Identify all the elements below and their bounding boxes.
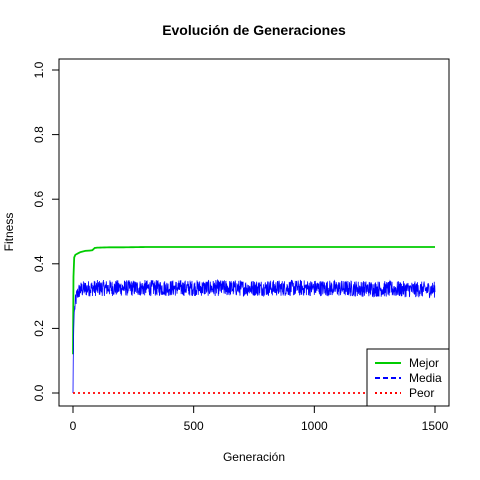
legend-label-media: Media [409,371,442,385]
x-tick-label: 0 [70,419,77,433]
chart-title: Evolución de Generaciones [162,22,346,38]
y-tick-label: 0.2 [32,320,46,337]
legend-label-mejor: Mejor [409,356,439,370]
y-tick-label: 0.4 [32,255,46,272]
x-axis-label: Generación [223,450,285,464]
x-axis: 0 500 1000 1500 [70,405,449,433]
y-tick-label: 1.0 [32,61,46,78]
x-tick-label: 1000 [301,419,328,433]
series-line-mejor [72,246,435,355]
x-tick-label: 500 [184,419,204,433]
series-line-media [72,278,436,394]
x-tick-label: 1500 [422,419,449,433]
y-tick-label: 0.0 [32,384,46,401]
y-tick-label: 0.6 [32,191,46,208]
y-tick-label: 0.8 [32,126,46,143]
y-axis: 0.0 0.2 0.4 0.6 0.8 1.0 [32,61,60,401]
legend-box [366,348,450,407]
legend-label-peor: Peor [409,386,434,400]
y-axis-label: Fitness [2,213,16,252]
